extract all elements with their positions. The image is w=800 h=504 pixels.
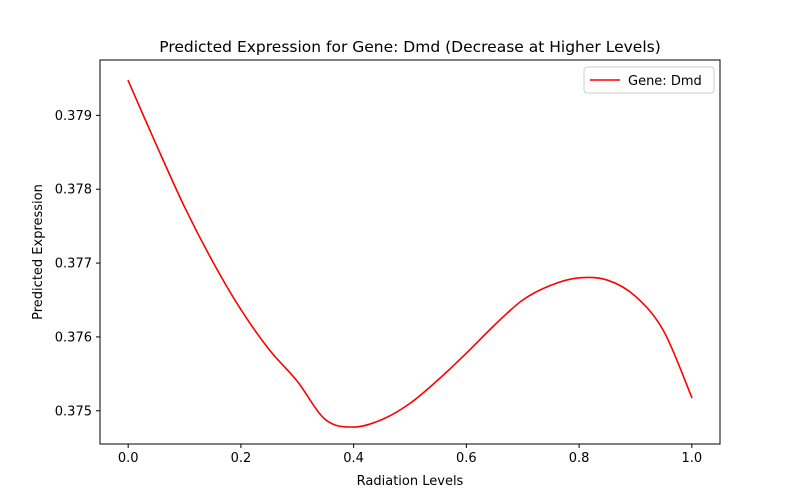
legend: Gene: Dmd (583, 66, 715, 94)
plot-frame (99, 59, 721, 445)
x-tick-label: 1.0 (681, 451, 702, 466)
legend-box (583, 66, 715, 94)
x-tick-label: 0.8 (569, 451, 590, 466)
series-line-0 (127, 79, 693, 428)
x-axis: 0.0 0.2 0.4 0.6 0.8 1.0 (118, 444, 702, 466)
x-tick-label: 0.2 (231, 451, 252, 466)
x-tick-label: 0.6 (456, 451, 477, 466)
y-axis-label: Predicted Expression (31, 184, 46, 320)
plot-area (127, 79, 693, 428)
y-tick-label: 0.376 (55, 330, 92, 345)
chart-title: Predicted Expression for Gene: Dmd (Decr… (159, 38, 661, 56)
x-axis-label: Radiation Levels (357, 474, 464, 489)
y-tick-label: 0.377 (55, 257, 92, 272)
y-tick-label: 0.378 (55, 183, 92, 198)
legend-label: Gene: Dmd (628, 74, 702, 89)
y-tick-label: 0.375 (55, 404, 92, 419)
x-tick-label: 0.4 (343, 451, 364, 466)
y-tick-label: 0.379 (55, 109, 92, 124)
x-tick-label: 0.0 (118, 451, 139, 466)
y-axis: 0.375 0.376 0.377 0.378 0.379 (55, 109, 100, 419)
